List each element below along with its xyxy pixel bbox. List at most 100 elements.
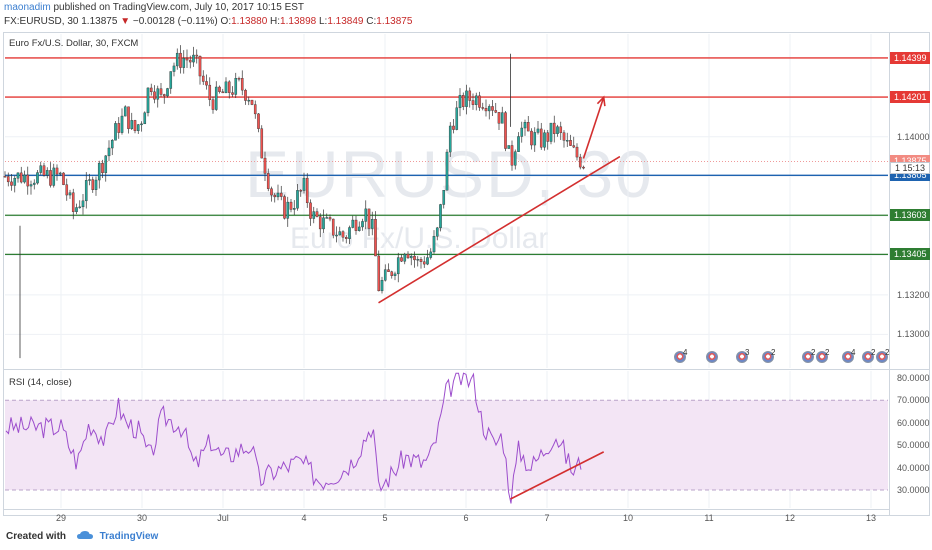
candle-body [439, 204, 442, 229]
candle-body [240, 78, 244, 91]
candle-body [133, 120, 137, 131]
candle-body [416, 259, 420, 261]
candle-body [247, 99, 251, 102]
candle-body [39, 165, 43, 173]
candle-body [387, 269, 390, 272]
economic-event-icon[interactable] [816, 351, 828, 363]
candle-body [361, 221, 364, 228]
author-link[interactable]: maonadim [4, 2, 51, 13]
candle-body [130, 120, 134, 129]
candle-body [182, 57, 186, 68]
symbol-label: FX:EURUSD, 30 [4, 16, 79, 27]
economic-event-icon[interactable] [706, 351, 718, 363]
candle-body [237, 78, 241, 80]
candle-body [16, 172, 20, 179]
candle-body [127, 106, 130, 129]
economic-event-icon[interactable] [674, 351, 686, 363]
candle-body [123, 106, 127, 117]
low-value: 1.13849 [327, 16, 364, 27]
economic-event-icon[interactable] [802, 351, 814, 363]
candle-body [364, 208, 368, 222]
high-label: H: [270, 16, 281, 27]
candle-body [292, 208, 296, 210]
candle-body [10, 181, 13, 186]
time-tick-label: Jul [217, 513, 229, 523]
candle-body [175, 52, 179, 67]
watermark-symbol: EURUSD, 30 [245, 137, 654, 211]
economic-event-icon[interactable] [842, 351, 854, 363]
candle-body [396, 257, 400, 275]
candle-body [149, 87, 153, 93]
candle-body [468, 90, 472, 101]
price-tick-label: 1.13200 [897, 289, 930, 300]
economic-event-icon[interactable] [762, 351, 774, 363]
candle-body [140, 123, 143, 126]
candle-body [344, 237, 348, 239]
candle-body [94, 179, 98, 190]
candle-body [205, 81, 208, 86]
event-count-label: 2 [771, 348, 776, 357]
drawings [378, 95, 621, 500]
candle-body [283, 196, 286, 219]
pane-separator[interactable] [3, 369, 930, 370]
candle-body [500, 112, 504, 124]
event-count-label: 2 [885, 348, 890, 357]
candle-body [445, 151, 449, 191]
economic-event-icon[interactable] [876, 351, 888, 363]
candle-body [461, 94, 465, 107]
candle-body [88, 179, 91, 181]
candle-body [97, 162, 101, 181]
candle-body [341, 231, 345, 238]
candle-body [296, 190, 299, 209]
price-tick-label: 1.13000 [897, 329, 930, 340]
candle-body [422, 261, 426, 265]
time-tick-label: 6 [463, 513, 469, 523]
candle-body [429, 251, 433, 258]
tradingview-brand[interactable]: TradingView [99, 531, 159, 542]
candle-body [536, 128, 540, 133]
candle-body [81, 200, 85, 208]
candle-body [276, 192, 280, 198]
price-trendline [378, 155, 621, 304]
time-tick-label: 12 [784, 513, 796, 523]
candle-body [432, 236, 436, 253]
candle-body [29, 184, 33, 187]
candle-body [114, 123, 117, 141]
rsi-tick-label: 40.0000 [897, 462, 930, 473]
event-count-label: 2 [825, 348, 830, 357]
candle-body [484, 108, 488, 112]
rsi-tick-label: 80.0000 [897, 372, 930, 383]
time-axis[interactable] [3, 509, 889, 510]
price-axis[interactable] [889, 32, 890, 516]
candle-body [286, 201, 290, 219]
time-tick-label: 5 [382, 513, 388, 523]
candle-body [370, 219, 374, 229]
candle-body [474, 95, 478, 105]
candle-body [491, 106, 494, 111]
candle-body [42, 165, 46, 176]
close-label: C: [366, 16, 377, 27]
price-change: −0.00128 (−0.11%) [132, 16, 218, 27]
candle-body [3, 176, 7, 178]
candle-body [120, 115, 124, 133]
support-price-tag: 1.13603 [890, 209, 930, 222]
candle-body [478, 95, 481, 108]
candle-body [172, 65, 176, 72]
rsi-title[interactable]: RSI (14, close) [9, 377, 72, 388]
candle-body [305, 177, 309, 204]
candle-body [218, 86, 221, 92]
candle-body [539, 128, 543, 148]
pane-title[interactable]: Euro Fx/U.S. Dollar, 30, FXCM [9, 38, 139, 49]
low-label: L: [318, 16, 328, 27]
economic-event-icon[interactable] [736, 351, 748, 363]
candle-body [250, 99, 254, 105]
countdown-prefix: 1 [895, 163, 903, 174]
candle-body [458, 94, 462, 109]
down-arrow-icon: ▼ [120, 16, 131, 27]
time-tick-label: 29 [55, 513, 67, 523]
economic-event-icon[interactable] [862, 351, 874, 363]
candle-body [452, 125, 455, 130]
candle-body [559, 126, 563, 133]
candle-body [552, 122, 556, 134]
